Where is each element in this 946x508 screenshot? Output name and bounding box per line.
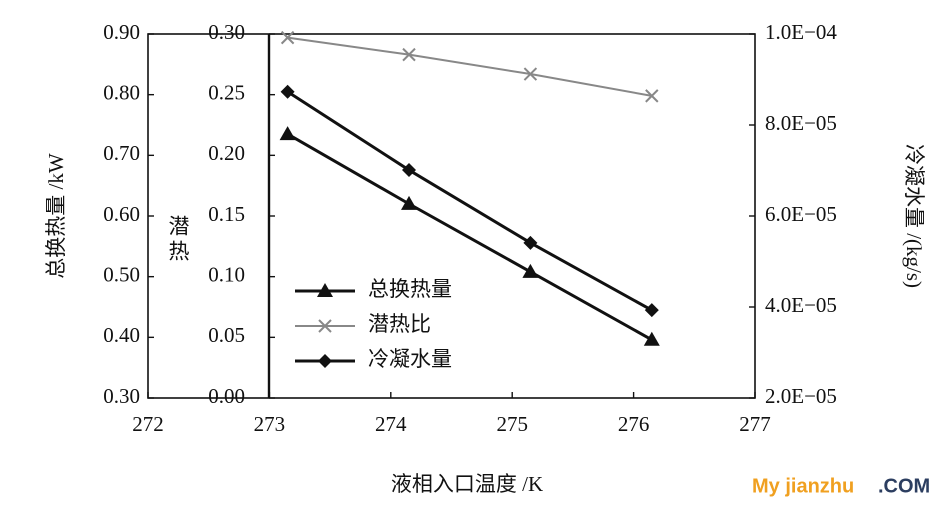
y3-tick-label: 0.05 bbox=[208, 323, 245, 347]
y3-tick-label: 0.30 bbox=[208, 20, 245, 44]
legend-marker bbox=[318, 319, 332, 333]
series-line bbox=[286, 132, 653, 342]
legend-label: 总换热量 bbox=[368, 277, 452, 301]
marker-x bbox=[280, 30, 295, 45]
y3-tick-label: 0.10 bbox=[208, 262, 245, 286]
x-tick-label: 276 bbox=[618, 412, 650, 436]
y-tick-label: 0.90 bbox=[103, 20, 140, 44]
legend-marker bbox=[317, 283, 333, 297]
y3-tick-label: 0.25 bbox=[208, 80, 245, 104]
y2-tick-label: 1.0E−04 bbox=[765, 20, 837, 44]
x-axis-label: 液相入口温度 /K bbox=[391, 472, 543, 496]
y-tick-label: 0.80 bbox=[103, 80, 140, 104]
marker-triangle bbox=[643, 331, 660, 346]
x-tick-label: 273 bbox=[254, 412, 286, 436]
y-tick-label: 0.50 bbox=[103, 262, 140, 286]
marker-triangle bbox=[522, 263, 539, 278]
marker-diamond bbox=[402, 163, 417, 178]
marker-diamond bbox=[280, 84, 295, 99]
legend-label: 潜热比 bbox=[368, 312, 431, 336]
y2-tick-label: 2.0E−05 bbox=[765, 384, 837, 408]
legend-marker bbox=[318, 354, 332, 368]
y3-tick-label: 0.00 bbox=[208, 384, 245, 408]
series-line bbox=[287, 36, 652, 97]
x-tick-label: 277 bbox=[739, 412, 771, 436]
marker-triangle bbox=[279, 126, 296, 141]
y2-tick-label: 6.0E−05 bbox=[765, 202, 837, 226]
marker-diamond bbox=[523, 235, 538, 250]
y-tick-label: 0.70 bbox=[103, 141, 140, 165]
y-tick-label: 0.60 bbox=[103, 202, 140, 226]
y-axis-label: 总换热量 /kW bbox=[44, 153, 68, 279]
y2-tick-label: 4.0E−05 bbox=[765, 293, 837, 317]
legend-label: 冷凝水量 bbox=[368, 347, 452, 371]
marker-x bbox=[645, 89, 659, 103]
y-tick-label: 0.40 bbox=[103, 323, 140, 347]
x-tick-label: 274 bbox=[375, 412, 407, 436]
marker-x bbox=[402, 47, 416, 62]
y3-axis-label: 潜热 bbox=[166, 215, 190, 265]
x-tick-label: 272 bbox=[132, 412, 164, 436]
y2-axis-label: 冷凝水量 /(kg/s) bbox=[902, 144, 926, 288]
marker-x bbox=[523, 67, 538, 81]
y3-tick-label: 0.20 bbox=[208, 141, 245, 165]
watermark-name: My jianzhu bbox=[752, 475, 854, 497]
marker-diamond bbox=[644, 303, 659, 318]
y3-tick-label: 0.15 bbox=[208, 202, 245, 226]
x-tick-label: 275 bbox=[496, 412, 528, 436]
watermark-suffix: .COM bbox=[878, 475, 930, 497]
y-tick-label: 0.30 bbox=[103, 384, 140, 408]
marker-triangle bbox=[401, 195, 418, 210]
series-line bbox=[286, 90, 653, 312]
y2-tick-label: 8.0E−05 bbox=[765, 111, 837, 135]
